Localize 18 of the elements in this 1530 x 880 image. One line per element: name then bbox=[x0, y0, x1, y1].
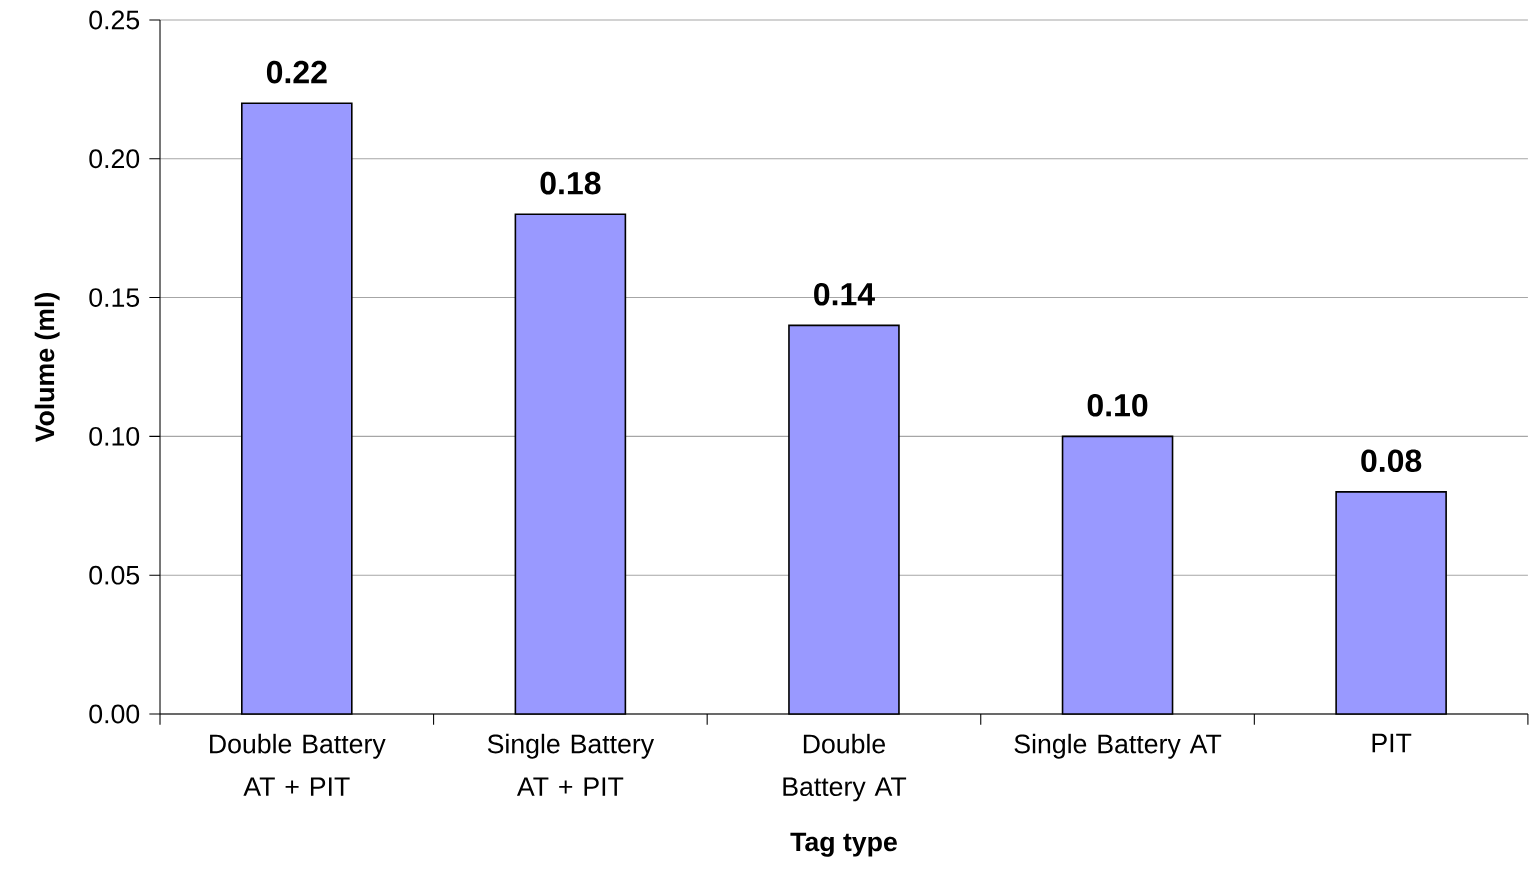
x-tick-label: Single Battery AT + PIT bbox=[487, 733, 655, 796]
y-tick-label: 0.10 bbox=[89, 426, 140, 446]
x-tick-label: PIT bbox=[1372, 733, 1412, 753]
x-tick-label: Double Battery AT bbox=[783, 733, 907, 802]
data-label: 0.10 bbox=[1087, 393, 1148, 417]
data-label: 0.18 bbox=[540, 171, 601, 195]
data-label: 0.08 bbox=[1361, 449, 1422, 473]
x-tick-label: Single Battery AT bbox=[1014, 733, 1222, 759]
y-tick-label: 0.20 bbox=[89, 149, 140, 169]
y-tick-label: 0.15 bbox=[89, 288, 140, 308]
y-tick-label: 0.05 bbox=[89, 565, 140, 585]
y-tick-label: 0.00 bbox=[89, 704, 140, 724]
y-axis-title: Volume (ml) bbox=[34, 293, 60, 443]
data-label: 0.14 bbox=[814, 282, 875, 306]
data-label: 0.22 bbox=[266, 60, 327, 84]
x-axis-title: Tag type bbox=[790, 832, 897, 857]
y-tick-label: 0.25 bbox=[89, 10, 140, 30]
x-tick-label: Double Battery AT + PIT bbox=[210, 733, 386, 796]
